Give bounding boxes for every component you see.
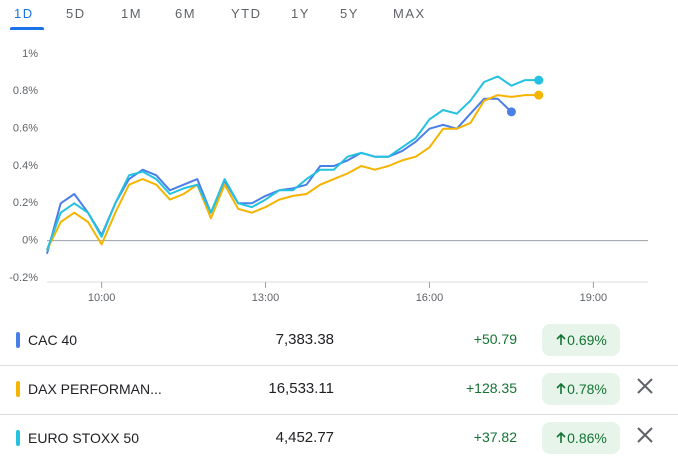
quote-change: +37.82 <box>473 429 517 445</box>
range-tab[interactable]: MAX <box>393 6 426 21</box>
range-tab[interactable]: 6M <box>175 6 197 21</box>
series-line <box>46 94 539 251</box>
y-tick-label: 0% <box>22 235 38 247</box>
quote-price: 4,452.77 <box>275 429 334 446</box>
range-tab[interactable]: 5D <box>66 6 86 21</box>
x-tick-label: 10:00 <box>88 292 116 304</box>
y-tick-label: 1% <box>22 48 38 60</box>
percent-pill: 0.86% <box>542 422 620 454</box>
end-dot <box>534 90 544 100</box>
x-tick-label: 19:00 <box>580 292 608 304</box>
quote-price: 7,383.38 <box>275 331 334 348</box>
quote-change: +128.35 <box>466 380 517 396</box>
close-icon <box>637 378 653 394</box>
color-bar <box>16 430 20 446</box>
remove-button[interactable] <box>634 375 656 397</box>
close-icon <box>637 427 653 443</box>
series-line <box>46 75 539 251</box>
range-tab[interactable]: YTD <box>231 6 262 21</box>
percent-pill: 0.78% <box>542 373 620 405</box>
range-tabs: 1D 5D 1M 6M YTD 1Y 5Y MAX <box>0 0 678 32</box>
quote-name: EURO STOXX 50 <box>28 430 140 446</box>
color-bar <box>16 332 20 348</box>
quote-row[interactable]: DAX PERFORMAN... 16,533.11 +128.35 0.78% <box>0 365 678 414</box>
y-tick-label: 0.2% <box>13 197 38 209</box>
tab-underline <box>10 27 44 30</box>
quote-name: CAC 40 <box>28 332 78 348</box>
quote-row[interactable]: EURO STOXX 50 4,452.77 +37.82 0.86% <box>0 414 678 463</box>
up-arrow <box>556 382 566 394</box>
chart: -0.2% 0% 0.2% 0.4% 0.6% 0.8% 1% 10:00 13:00 16:00… <box>9 48 648 304</box>
quote-name: DAX PERFORMAN... <box>28 381 162 397</box>
range-tab[interactable]: 1D <box>14 6 34 21</box>
remove-button[interactable] <box>634 424 656 446</box>
y-tick-label: 0.6% <box>13 123 38 135</box>
percent-change: 0.86% <box>567 430 607 446</box>
y-tick-label: -0.2% <box>9 272 38 284</box>
up-arrow <box>556 333 566 345</box>
percent-change: 0.69% <box>567 332 607 348</box>
x-tick-label: 13:00 <box>252 292 280 304</box>
y-tick-label: 0.8% <box>13 85 38 97</box>
x-tick-label: 16:00 <box>416 292 444 304</box>
series-line <box>46 97 513 254</box>
quote-change: +50.79 <box>473 331 517 347</box>
quote-price: 16,533.11 <box>268 380 334 397</box>
range-tab[interactable]: 5Y <box>340 6 359 21</box>
row-divider <box>0 414 678 415</box>
color-bar <box>16 381 20 397</box>
up-arrow <box>556 431 566 443</box>
row-divider <box>0 365 678 366</box>
percent-pill: 0.69% <box>542 324 620 356</box>
end-dot <box>534 75 544 85</box>
end-dot <box>506 107 516 117</box>
range-tab[interactable]: 1M <box>121 6 143 21</box>
percent-change: 0.78% <box>567 381 607 397</box>
quote-row[interactable]: CAC 40 7,383.38 +50.79 0.69% <box>0 316 678 365</box>
y-tick-label: 0.4% <box>13 160 38 172</box>
range-tab[interactable]: 1Y <box>291 6 310 21</box>
